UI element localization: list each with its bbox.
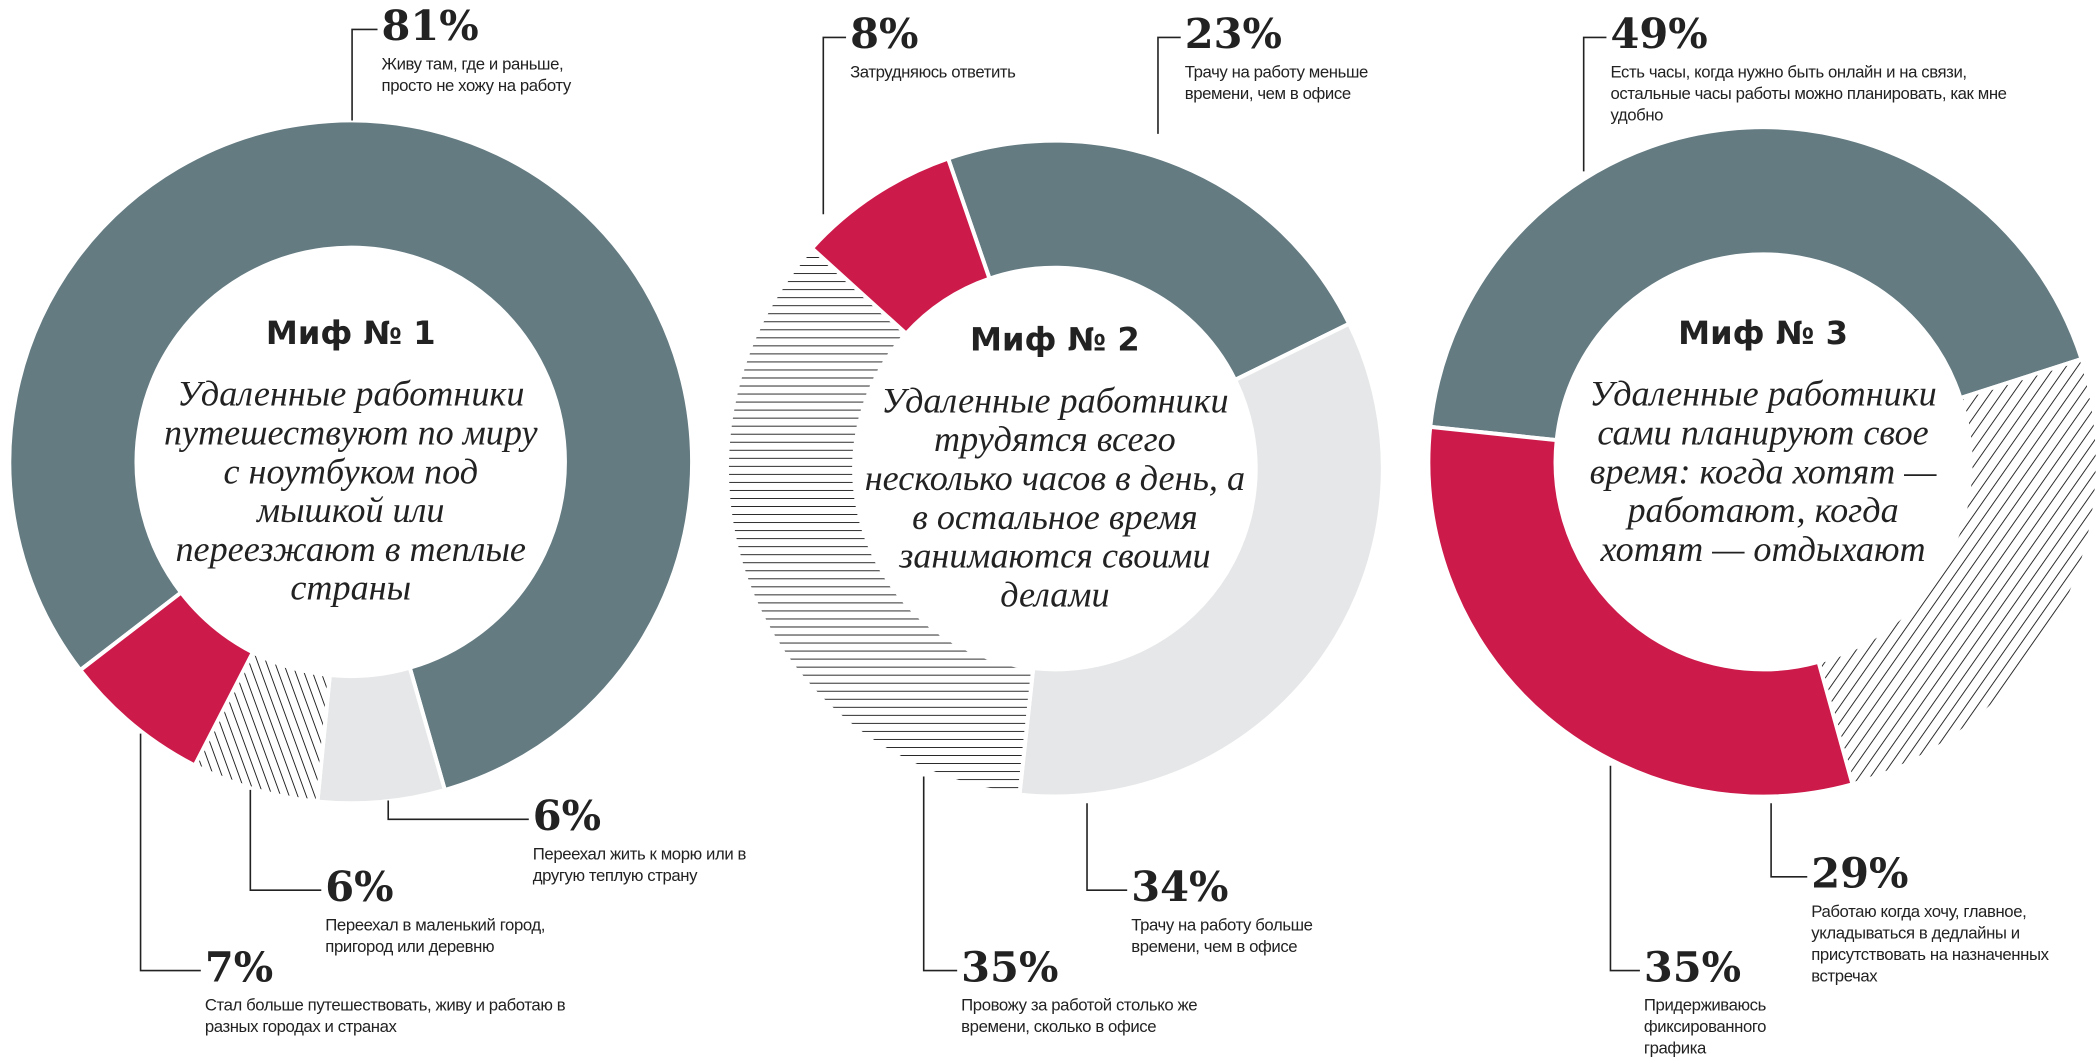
percent-label: 8%	[850, 10, 919, 59]
chart-title: Миф № 1	[265, 314, 436, 353]
percent-label: 6%	[325, 863, 394, 912]
chart-subtitle: Удаленные работники путешествуют по миру…	[163, 373, 538, 608]
chart-title: Миф № 2	[970, 321, 1140, 359]
category-label: Переехал в маленький город, пригород или…	[325, 915, 545, 956]
leader-line	[822, 36, 847, 215]
donut-segment	[809, 155, 993, 337]
leader-line	[922, 776, 958, 972]
leader-line	[351, 28, 378, 121]
leader-line	[1770, 803, 1808, 878]
chart-subtitle: Удаленные работники трудятся всего неско…	[864, 380, 1246, 615]
category-label: Переехал жить к морю или в другую теплую…	[532, 844, 747, 885]
donut-segment	[1426, 424, 1856, 799]
percent-label: 81%	[381, 2, 479, 51]
leader-line	[1609, 765, 1640, 972]
leader-line	[249, 789, 322, 892]
category-label: Живу там, где и раньше, просто не хожу н…	[381, 54, 572, 96]
donut-segment	[7, 118, 695, 793]
category-label: Работаю когда хочу, главное, укладыватьс…	[1811, 902, 2049, 986]
percent-label: 6%	[532, 792, 602, 841]
donut-segment	[77, 589, 256, 769]
category-label: Затрудняюсь ответить	[850, 62, 1016, 82]
leader-line	[1086, 803, 1128, 892]
percent-label: 29%	[1811, 850, 1909, 899]
percent-label: 35%	[961, 943, 1059, 992]
category-label: Трачу на работу меньше времени, чем в оф…	[1184, 62, 1369, 104]
leader-line	[387, 800, 529, 821]
donut-segment	[945, 138, 1352, 383]
percent-label: 7%	[204, 943, 274, 992]
donut-segment	[724, 245, 1036, 797]
percent-label: 23%	[1184, 10, 1282, 59]
category-label: Придерживаюсь фиксированного графика	[1643, 995, 1767, 1058]
category-label: Трачу на работу больше времени, чем в оф…	[1131, 915, 1313, 956]
percent-label: 49%	[1610, 10, 1708, 59]
category-label: Провожу за работой столько же времени, с…	[961, 995, 1198, 1037]
donut-segment	[1428, 125, 2085, 443]
percent-label: 34%	[1131, 863, 1229, 912]
leader-line	[1157, 36, 1181, 134]
category-label: Стал больше путешествовать, живу и работ…	[204, 995, 566, 1037]
leader-line	[139, 733, 201, 972]
percent-label: 35%	[1643, 943, 1742, 992]
donut-segment	[1017, 321, 1385, 799]
chart-subtitle: Удаленные работники сами планируют свое …	[1589, 373, 1937, 569]
category-label: Есть часы, когда нужно быть онлайн и на …	[1610, 62, 2007, 125]
chart-title: Миф № 3	[1678, 314, 1848, 353]
leader-line	[1582, 36, 1607, 172]
donut-segment	[1816, 356, 2099, 787]
